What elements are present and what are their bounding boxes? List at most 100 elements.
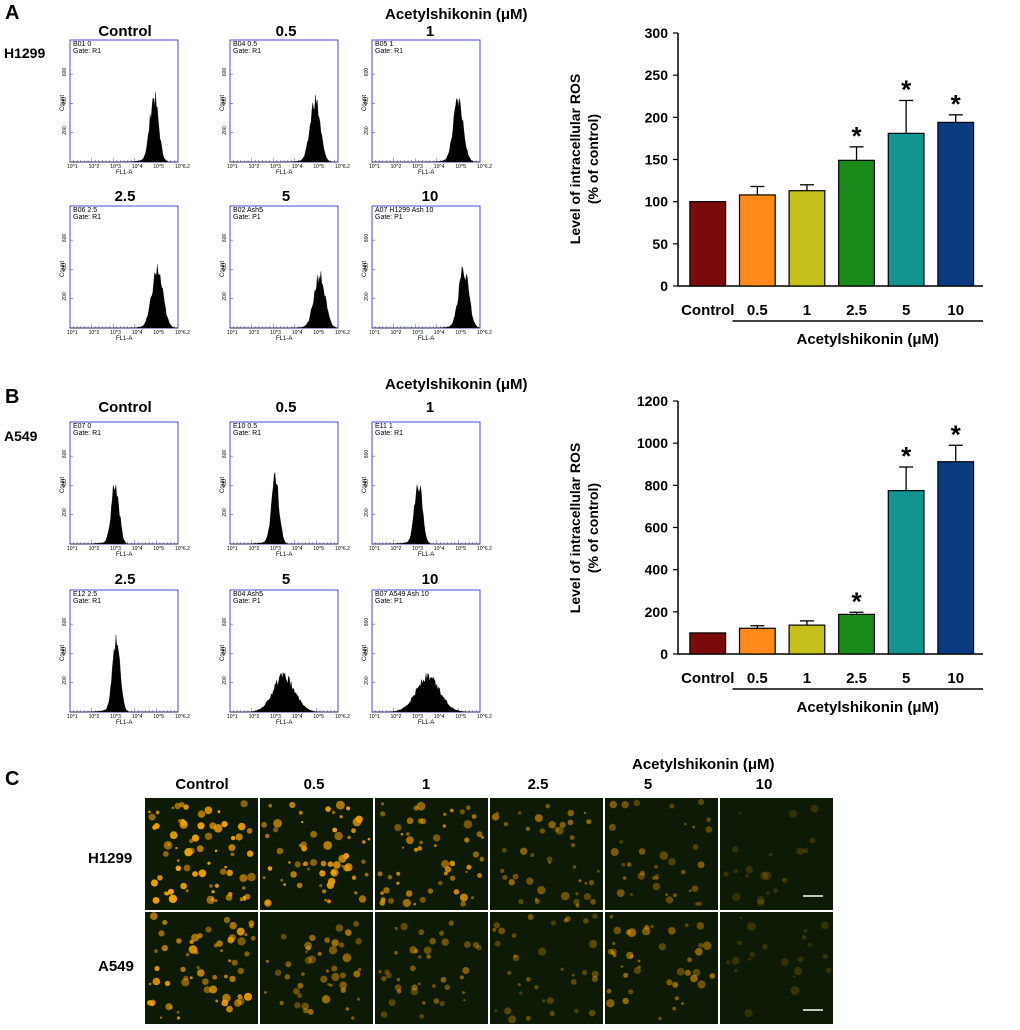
flow-ytick-label: 200 (62, 292, 68, 301)
fluorescent-cell (825, 967, 832, 974)
fluorescent-cell (525, 826, 531, 831)
fluorescent-cell (606, 999, 615, 1008)
fluorescent-cell (294, 1002, 301, 1009)
fluorescent-cell (211, 890, 215, 894)
micrograph-tile (375, 912, 488, 1024)
fluorescent-cell (527, 914, 534, 920)
fluorescent-cell (434, 844, 437, 847)
fluorescent-cell (339, 815, 343, 819)
fluorescent-cell (185, 952, 190, 957)
fluorescent-cell (323, 841, 333, 850)
fluorescent-cell (331, 965, 338, 972)
fluorescent-cell (517, 811, 522, 815)
flow-gate-label: Gate: R1 (73, 430, 101, 437)
flow-xtick-label: 10^1 (67, 330, 78, 336)
micrograph-tile (145, 798, 258, 910)
fluorescent-cell (183, 804, 189, 810)
fluorescent-cell (626, 951, 634, 960)
flow-xlabel: FL1-A (418, 170, 434, 176)
flow-xtick-label: 10^5 (455, 714, 466, 720)
flow-xtick-label: 10^1 (227, 714, 238, 720)
fluorescent-cell (570, 979, 577, 985)
fluorescent-cell (684, 923, 689, 928)
fluorescent-cell (353, 970, 361, 978)
fluorescent-cell (546, 856, 553, 863)
cell-line-label-b: A549 (4, 428, 38, 444)
flow-xtick-label: 10^1 (227, 164, 238, 170)
flow-xtick-label: 10^6.2 (335, 330, 350, 336)
flow-histogram-fill (230, 95, 338, 163)
fluorescent-cell (183, 864, 191, 872)
fluorescent-cell (203, 986, 211, 994)
fluorescent-cell (325, 806, 331, 812)
flow-ylabel: Count (220, 645, 226, 661)
fluorescent-cell (176, 859, 180, 862)
flow-xtick-label: 10^6.2 (335, 164, 350, 170)
fluorescent-cell (738, 811, 742, 815)
fluorescent-cell (294, 861, 301, 868)
flow-histogram-fill (70, 634, 178, 713)
fluorescent-cell (596, 869, 600, 873)
micro-cond-label: Control (175, 776, 229, 793)
fluorescent-cell (224, 974, 228, 979)
flow-cond-label: 1 (425, 23, 435, 40)
fluorescent-cell (209, 822, 217, 830)
fluorescent-cell (236, 927, 245, 936)
bar (887, 490, 925, 655)
fluorescent-cell (471, 814, 477, 819)
fluorescent-cell (620, 965, 624, 968)
flow-xtick-label: 10^6.2 (335, 546, 350, 552)
fluorescent-cell (161, 944, 168, 952)
fluorescent-cell (319, 870, 326, 877)
fluorescent-cell (502, 847, 507, 853)
flow-ytick-label: 600 (62, 234, 68, 243)
flow-xtick-label: 10^5 (153, 330, 164, 336)
fluorescent-cell (228, 959, 231, 963)
micrograph-tile (605, 912, 718, 1024)
y-axis-label: Level of intracellular ROS (567, 74, 583, 244)
fluorescent-cell (574, 1008, 579, 1014)
fluorescent-cell (155, 810, 160, 815)
fluorescent-cell (822, 953, 828, 959)
fluorescent-cell (637, 965, 641, 969)
y-tick-label: 1000 (637, 435, 668, 451)
fluorescent-cell (638, 848, 646, 855)
flow-xtick-label: 10^5 (455, 164, 466, 170)
fluorescent-cell (309, 934, 316, 942)
fluorescent-cell (695, 902, 699, 906)
fluorescent-cell (209, 985, 218, 994)
flow-cond-label: 0.5 (275, 399, 297, 416)
flow-histogram-fill (372, 266, 481, 329)
x-tick-label: Control (681, 302, 734, 319)
fluorescent-cell (214, 849, 218, 853)
fluorescent-cell (698, 943, 704, 948)
fluorescent-cell (567, 809, 574, 817)
fluorescent-cell (152, 977, 161, 986)
fluorescent-cell (250, 935, 256, 941)
fluorescent-cell (331, 810, 336, 815)
micrograph-background (720, 912, 833, 1024)
micrograph-tile (605, 798, 718, 910)
flow-cond-label: 10 (421, 188, 439, 205)
fluorescent-cell (413, 902, 417, 906)
flow-ytick-label: 200 (222, 292, 228, 301)
fluorescent-cell (237, 937, 246, 946)
flow-cond-label: Control (98, 399, 152, 416)
fluorescent-cell (569, 835, 575, 840)
fluorescent-cell (394, 950, 398, 955)
fluorescent-cell (659, 851, 669, 860)
fluorescent-cell (583, 893, 591, 901)
fluorescent-cell (548, 821, 556, 829)
fluorescent-cell (561, 891, 570, 901)
y-axis-label: (% of control) (585, 114, 601, 204)
fluorescent-cell (459, 809, 465, 815)
fluorescent-cell (221, 821, 228, 828)
fluorescent-cell (591, 970, 599, 978)
fluorescent-cell (402, 898, 411, 908)
fluorescent-cell (511, 933, 517, 938)
bar (689, 632, 727, 655)
flow-xtick-label: 10^2 (249, 330, 260, 336)
fluorescent-cell (264, 991, 267, 994)
flow-cond-label: 0.5 (275, 23, 297, 40)
micrograph-tile (720, 798, 833, 910)
